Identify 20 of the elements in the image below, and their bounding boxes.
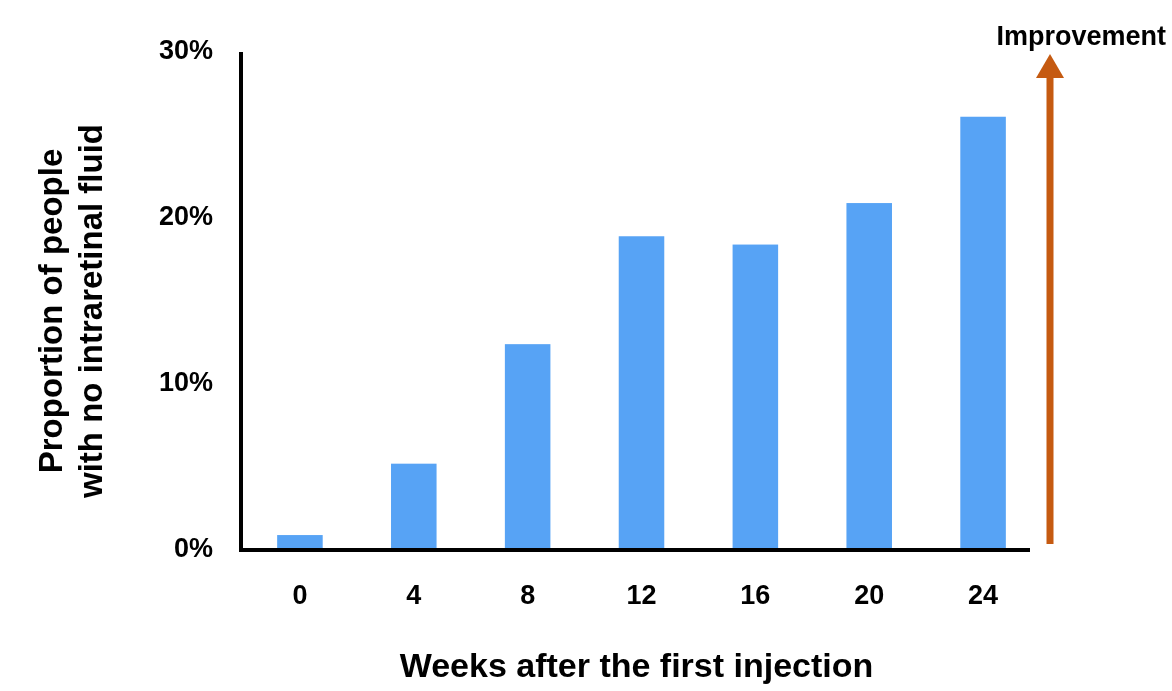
bar [732, 244, 779, 550]
x-axis-title: Weeks after the first injection [399, 645, 874, 684]
x-tick-label: 16 [740, 580, 771, 611]
bar [504, 344, 551, 550]
y-tick-label: 10% [158, 367, 213, 398]
bar [618, 236, 665, 550]
y-tick-label: 0% [173, 533, 213, 564]
y-tick-label: 30% [158, 35, 213, 66]
bar [960, 116, 1006, 550]
text: Improvement [996, 21, 1166, 52]
x-tick-label: 4 [406, 580, 422, 611]
y-tick-label: 20% [158, 201, 213, 232]
x-tick-label: 12 [626, 580, 657, 611]
x-tick-label: 24 [968, 580, 999, 611]
x-tick-label: 0 [292, 580, 308, 611]
x-tick-label: 20 [854, 580, 885, 611]
y-axis-title: Proportion of people with no intraretinal fluid [32, 124, 109, 499]
bar [391, 463, 437, 550]
bar [846, 203, 892, 550]
x-tick-label: 8 [520, 580, 536, 611]
